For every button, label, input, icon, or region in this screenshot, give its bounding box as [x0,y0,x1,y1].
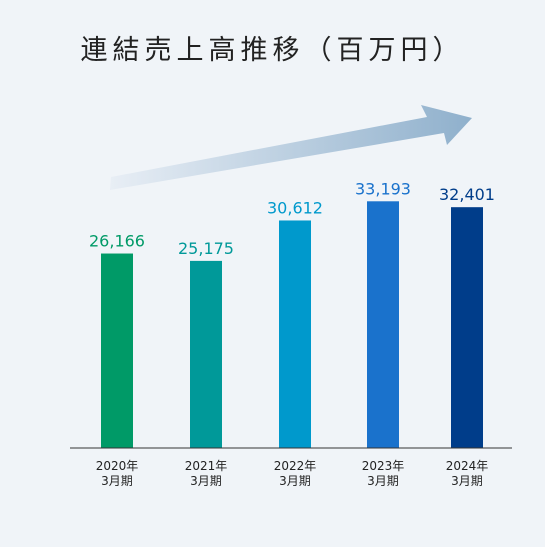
bar-4 [451,207,483,448]
trend-arrow [110,105,472,190]
chart-title: 連結売上高推移（百万円） [80,35,465,66]
x-tick-label-0-0: 2020年 [96,459,139,473]
bar-3 [367,201,399,448]
x-tick-label-0-1: 3月期 [101,474,133,488]
bar-1 [190,260,222,448]
x-tick-label-1-0: 2021年 [185,459,228,473]
bar-2 [279,220,311,448]
value-label-0: 26,166 [89,232,145,251]
x-tick-label-3-1: 3月期 [367,474,399,488]
value-label-2: 30,612 [267,198,323,217]
value-label-4: 32,401 [439,185,495,204]
x-tick-label-4-0: 2024年 [446,459,489,473]
bar-0 [101,253,133,448]
x-tick-label-3-0: 2023年 [362,459,405,473]
x-tick-label-1-1: 3月期 [190,474,222,488]
value-label-3: 33,193 [355,179,411,198]
x-tick-label-2-0: 2022年 [274,459,317,473]
x-tick-label-4-1: 3月期 [451,474,483,488]
x-tick-label-2-1: 3月期 [279,474,311,488]
bars-layer: 26,1662020年3月期25,1752021年3月期30,6122022年3… [89,179,495,488]
value-label-1: 25,175 [178,239,234,258]
